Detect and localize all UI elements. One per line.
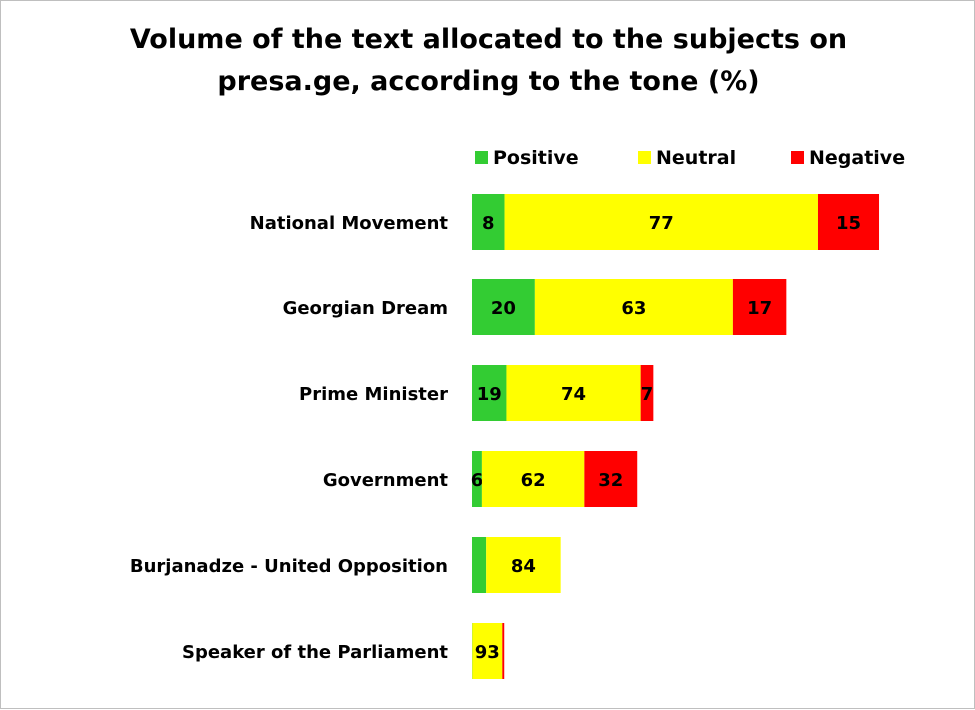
legend-item-neutral: Neutral (638, 147, 736, 169)
data-label-prime-minister-neutral: 74 (561, 384, 586, 405)
legend-swatch-neutral (638, 151, 651, 164)
bar-burjanadze-united-opposition-positive (472, 537, 486, 593)
category-label-government: Government (323, 470, 449, 491)
legend: Positive Neutral Negative (475, 147, 905, 169)
data-label-georgian-dream-negative: 17 (747, 298, 772, 319)
category-label-national-movement: National Movement (250, 213, 449, 234)
category-labels: National Movement Georgian Dream Prime Min… (130, 213, 449, 663)
category-label-prime-minister: Prime Minister (299, 384, 448, 405)
data-label-national-movement-negative: 15 (836, 213, 861, 234)
legend-swatch-positive (475, 151, 488, 164)
legend-label-positive: Positive (493, 147, 579, 169)
data-label-georgian-dream-positive: 20 (491, 298, 516, 319)
bar-speaker-of-the-parliament-negative (502, 623, 504, 679)
data-label-georgian-dream-neutral: 63 (621, 298, 646, 319)
data-label-government-neutral: 62 (521, 470, 546, 491)
data-label-national-movement-positive: 8 (482, 213, 495, 234)
legend-label-negative: Negative (809, 147, 905, 169)
category-label-speaker-of-the-parliament: Speaker of the Parliament (182, 642, 448, 663)
legend-item-positive: Positive (475, 147, 579, 169)
category-label-burjanadze-united-opposition: Burjanadze - United Opposition (130, 556, 448, 577)
category-label-georgian-dream: Georgian Dream (283, 298, 448, 319)
legend-item-negative: Negative (791, 147, 905, 169)
data-label-government-positive: 6 (471, 470, 484, 491)
data-label-burjanadze-united-opposition-neutral: 84 (511, 556, 536, 577)
data-label-government-negative: 32 (598, 470, 623, 491)
legend-label-neutral: Neutral (656, 147, 736, 169)
legend-swatch-negative (791, 151, 804, 164)
data-label-national-movement-neutral: 77 (649, 213, 674, 234)
bar-area: 8 77 15 20 63 17 19 74 7 6 62 32 84 93 (471, 194, 879, 679)
data-label-prime-minister-negative: 7 (641, 384, 654, 405)
data-label-prime-minister-positive: 19 (477, 384, 502, 405)
data-label-speaker-of-the-parliament-neutral: 93 (475, 642, 500, 663)
